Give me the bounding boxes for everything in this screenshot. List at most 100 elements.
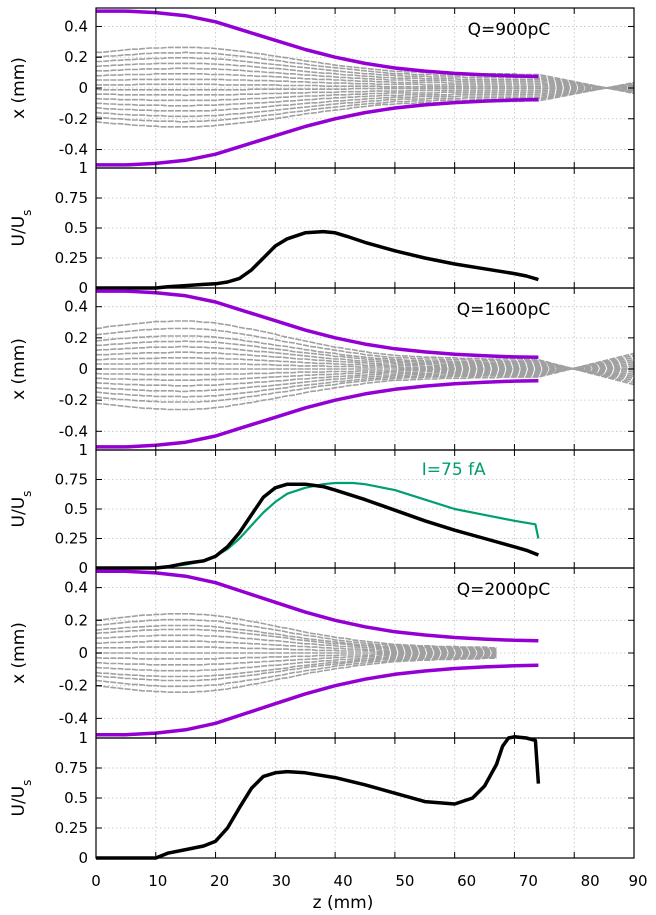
tick-marks [96, 167, 634, 289]
particle-trace [96, 83, 635, 90]
particle-trace [95, 360, 635, 387]
x-axis-tick-labels: 0 10 20 30 40 50 60 70 80 90 [91, 872, 647, 890]
y-tick-label: 0 [78, 279, 88, 297]
y-tick-label: 0.25 [55, 819, 88, 837]
y-tick-label: 0 [78, 360, 88, 378]
voltage-line [96, 229, 539, 290]
envelope-upper [96, 9, 539, 79]
model-current-line [96, 481, 540, 570]
y-axis-title-subscript: s [20, 491, 34, 497]
envelope-upper [96, 289, 539, 360]
tick-marks [96, 449, 634, 569]
y-tick-label: 0.2 [64, 611, 88, 629]
y-axis-title-subscript: s [20, 780, 34, 786]
particle-traces [95, 46, 635, 128]
particle-trace [95, 85, 635, 102]
y-tick-label: 1 [78, 729, 88, 747]
particle-trace [95, 612, 497, 649]
grid [96, 8, 634, 168]
y-tick-label: 0.25 [55, 249, 88, 267]
x-tick-label: 90 [628, 872, 647, 890]
x-tick-label: 80 [581, 872, 600, 890]
panel-voltage-2000pC: 0 0.25 0.5 0.75 1 U/Us [9, 729, 635, 867]
particle-trace [96, 73, 635, 91]
y-tick-label: -0.4 [59, 141, 88, 159]
y-axis-title: U/Us [9, 210, 34, 247]
y-tick-label: -0.2 [59, 110, 88, 128]
voltage-line [96, 735, 541, 860]
tick-marks [96, 288, 634, 450]
y-tick-label: 0.2 [64, 48, 88, 66]
particle-trace [95, 335, 635, 382]
x-tick-label: 40 [334, 872, 353, 890]
particle-trace [96, 367, 635, 370]
y-tick-label: 0.4 [64, 579, 88, 597]
y-tick-label: 0.75 [55, 189, 88, 207]
envelope-lower [96, 378, 539, 449]
charge-annotation: Q=1600pC [457, 300, 551, 320]
y-tick-label: 0.5 [64, 500, 88, 518]
particle-trace [96, 351, 635, 375]
x-axis-title: z (mm) [313, 893, 374, 913]
particle-trace [95, 84, 635, 112]
particle-trace [95, 356, 635, 398]
y-tick-label: 0 [78, 644, 88, 662]
particle-trace [95, 82, 635, 123]
particle-trace [96, 67, 635, 92]
x-tick-label: 30 [272, 872, 291, 890]
y-tick-label: 0 [78, 849, 88, 867]
envelope-lower [96, 663, 539, 737]
particle-trace [96, 78, 635, 90]
particle-trace [95, 657, 497, 694]
particle-trace [95, 358, 635, 393]
particle-trace [96, 56, 635, 93]
panel-voltage-1600pC: I=75 fA 0 0.25 0.5 0.75 1 U/Us [9, 441, 635, 577]
panel-beam-envelope-1600pC: 0.4 0.2 0 -0.2 -0.4 x (mm) Q=1600pC [9, 287, 635, 451]
y-tick-label: 0 [78, 559, 88, 577]
x-tick-label: 20 [210, 872, 229, 890]
y-tick-label: 1 [78, 159, 88, 177]
grid [96, 167, 634, 289]
particle-trace [95, 320, 635, 386]
y-tick-label: -0.2 [59, 677, 88, 695]
particle-trace [96, 362, 635, 371]
tick-marks [96, 8, 634, 168]
particle-trace [96, 646, 497, 654]
particle-trace [95, 83, 635, 118]
y-tick-label: 0.75 [55, 759, 88, 777]
particle-trace [95, 352, 635, 411]
particle-trace [95, 354, 635, 403]
particle-trace [96, 84, 635, 107]
y-tick-label: 0.2 [64, 329, 88, 347]
y-axis-title: x (mm) [9, 57, 29, 119]
y-axis-title: x (mm) [9, 338, 29, 400]
series-label: I=75 fA [422, 460, 486, 480]
y-axis-title: U/Us [9, 780, 34, 817]
particle-trace [95, 656, 497, 682]
y-tick-label: -0.2 [59, 391, 88, 409]
grid [96, 737, 634, 859]
particle-trace [96, 363, 635, 382]
x-tick-label: 0 [91, 872, 101, 890]
y-tick-label: 0.25 [55, 530, 88, 548]
particle-trace [95, 62, 635, 92]
y-tick-label: 0.75 [55, 471, 88, 489]
y-tick-label: 0 [78, 79, 88, 97]
tick-marks [96, 737, 634, 859]
y-tick-label: -0.4 [59, 422, 88, 440]
particle-traces [95, 612, 497, 694]
particle-trace [96, 618, 497, 650]
particle-trace [96, 356, 635, 373]
particle-trace [95, 365, 635, 376]
y-tick-label: 0.4 [64, 17, 88, 35]
particle-trace [96, 86, 635, 97]
panel-beam-envelope-2000pC: 0.4 0.2 0 -0.2 -0.4 x (mm) Q=2000pC [9, 567, 635, 739]
grid [96, 449, 634, 569]
y-tick-label: -0.4 [59, 709, 88, 727]
panel-voltage-900pC: 0 0.25 0.5 0.75 1 U/Us [9, 159, 635, 297]
particle-trace [96, 340, 635, 380]
charge-annotation: Q=900pC [468, 20, 551, 40]
y-axis-title: x (mm) [9, 622, 29, 684]
x-tick-label: 70 [519, 872, 538, 890]
panels: 0.4 0.2 0 -0.2 -0.4 x (mm) Q=900pC 0 0.25 0.5 0.75… [9, 7, 635, 867]
